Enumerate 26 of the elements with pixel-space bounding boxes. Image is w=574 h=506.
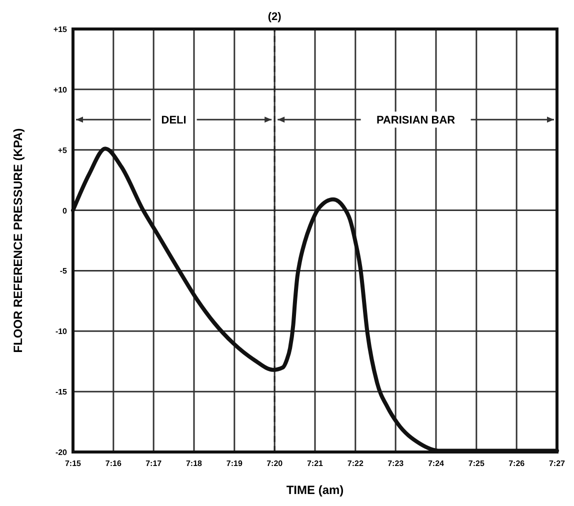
x-tick-label: 7:26 (508, 459, 526, 468)
x-tick-label: 7:22 (347, 459, 364, 468)
x-tick-label: 7:16 (105, 459, 122, 468)
x-axis-title: TIME (am) (286, 483, 344, 497)
x-tick-label: 7:24 (428, 459, 445, 468)
annotation: DELI (161, 114, 186, 127)
x-tick-label: 7:21 (306, 459, 324, 468)
y-tick-label: -20 (55, 448, 68, 457)
text: (2) (268, 11, 282, 23)
y-tick-label: +15 (53, 25, 68, 34)
y-tick-label: +5 (58, 146, 68, 155)
x-tick-label: 7:23 (388, 459, 404, 468)
annotation: PARISIAN BAR (376, 114, 456, 127)
y-tick-label: 0 (62, 206, 68, 216)
x-tick-label: 7:15 (64, 459, 82, 468)
y-tick-label: +10 (53, 85, 68, 94)
y-axis-title: FLOOR REFERENCE PRESSURE (KPA) (11, 128, 25, 353)
y-tick-label: -15 (55, 388, 68, 397)
y-tick-label: -10 (55, 327, 68, 336)
y-tick-label: -5 (60, 266, 68, 276)
x-tick-label: 7:17 (146, 459, 162, 468)
x-tick-label: 7:27 (548, 459, 566, 468)
x-tick-label: 7:20 (266, 459, 284, 468)
x-tick-label: 7:18 (186, 459, 203, 468)
x-tick-label: 7:25 (468, 459, 485, 468)
x-tick-label: 7:19 (226, 459, 243, 468)
